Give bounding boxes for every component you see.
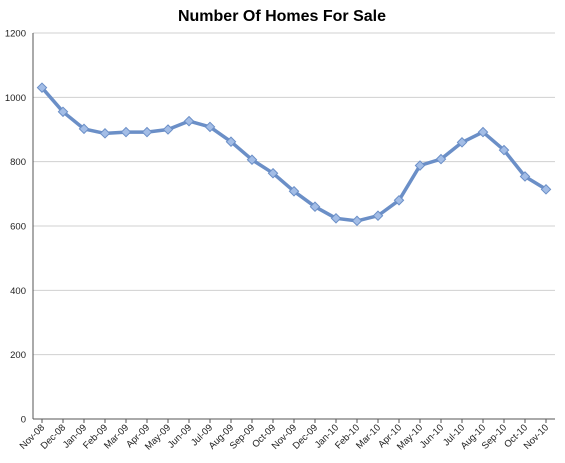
data-point bbox=[141, 126, 153, 138]
data-point bbox=[309, 201, 321, 213]
x-tick-label: Jun-09 bbox=[166, 422, 194, 450]
x-axis: Nov-08Dec-08Jan-09Feb-09Mar-09Apr-09May-… bbox=[18, 418, 555, 453]
series-line bbox=[40, 85, 548, 223]
data-point bbox=[498, 144, 510, 156]
data-point bbox=[519, 171, 531, 182]
data-point bbox=[267, 167, 279, 179]
data-point bbox=[540, 184, 552, 195]
y-tick-label: 400 bbox=[10, 286, 26, 297]
y-tick-label: 600 bbox=[10, 222, 26, 233]
data-point bbox=[183, 115, 195, 127]
y-tick-label: 1000 bbox=[5, 93, 26, 104]
data-point bbox=[372, 210, 384, 222]
data-point bbox=[204, 121, 216, 133]
data-point bbox=[162, 124, 174, 135]
y-tick-label: 0 bbox=[21, 415, 26, 426]
data-point bbox=[288, 185, 300, 197]
data-point bbox=[351, 215, 363, 227]
data-point bbox=[36, 82, 48, 93]
chart-title: Number Of Homes For Sale bbox=[178, 8, 386, 25]
data-point bbox=[435, 153, 447, 165]
data-point bbox=[330, 212, 342, 224]
y-tick-label: 200 bbox=[10, 350, 26, 361]
data-point bbox=[120, 126, 132, 138]
gridlines bbox=[33, 32, 555, 356]
data-point bbox=[57, 106, 69, 118]
data-point bbox=[99, 128, 111, 139]
data-point bbox=[414, 160, 426, 171]
x-tick-label: Jun-10 bbox=[418, 422, 446, 450]
data-point bbox=[393, 194, 405, 206]
y-axis: 0 200 400 600 800 1000 1200 bbox=[5, 29, 34, 426]
y-tick-label: 1200 bbox=[5, 29, 26, 40]
data-point bbox=[456, 137, 468, 148]
data-point bbox=[246, 154, 258, 166]
data-point bbox=[78, 123, 90, 135]
data-point bbox=[477, 126, 489, 138]
series bbox=[36, 82, 552, 227]
data-point bbox=[225, 136, 237, 148]
y-tick-label: 800 bbox=[10, 157, 26, 168]
